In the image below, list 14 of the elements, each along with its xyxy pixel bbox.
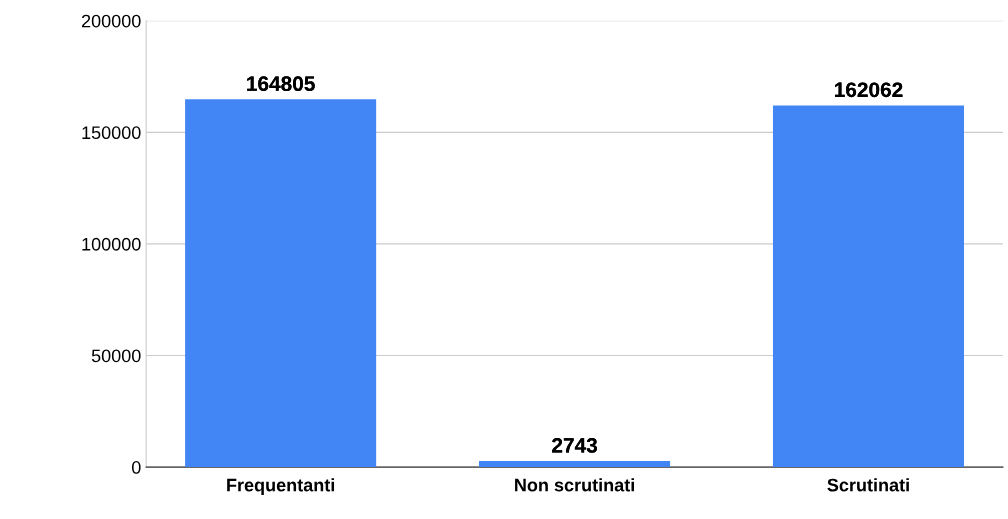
bar (479, 460, 671, 468)
y-tick-label: 100000 (82, 237, 141, 251)
data-label: 162062 (835, 82, 903, 98)
data-label: 164805 (247, 76, 315, 92)
y-tick-label: 0 (131, 461, 141, 474)
y-tick-label: 200000 (81, 14, 141, 28)
data-label: 2743 (552, 437, 597, 453)
y-tick-label: 50000 (91, 349, 141, 363)
x-tick-label: Frequentanti (227, 478, 335, 496)
x-tick-label: Non scrutinati (515, 478, 634, 492)
bar (772, 105, 965, 468)
bar (185, 99, 377, 468)
x-tick-label: Scrutinati (827, 478, 909, 492)
y-tick-label: 150000 (82, 126, 141, 140)
